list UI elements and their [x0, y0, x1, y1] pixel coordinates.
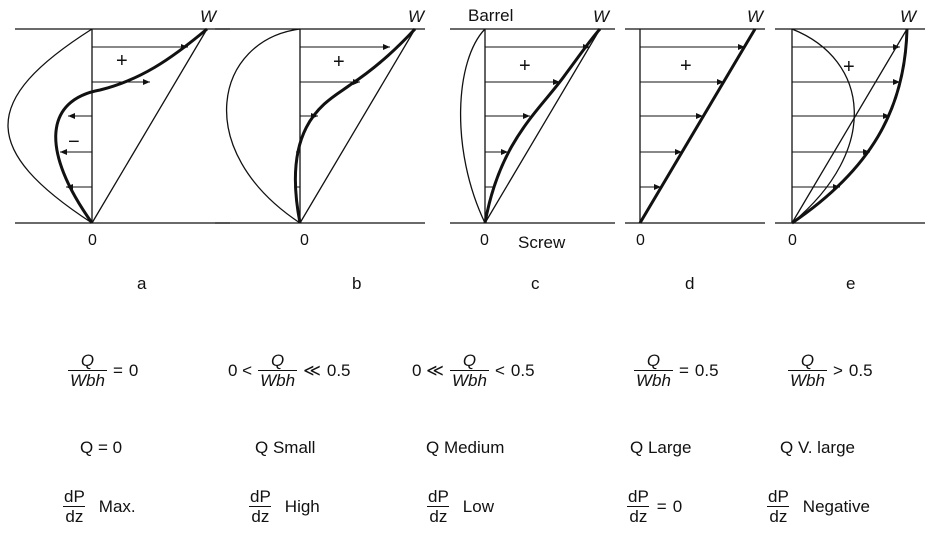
plus-sign-d: + [680, 55, 692, 77]
ratio-op-e: > [832, 360, 843, 380]
ratio-expression-b: 0 < Q Wbh ≪ 0.5 [228, 352, 351, 390]
q-over-wbh-a: Q Wbh [68, 351, 107, 390]
dp-over-dz-d: dP dz [627, 487, 650, 526]
dpdz-descriptor-e: dP dz Negative [766, 488, 870, 526]
ratio-rhs-e: 0.5 [848, 360, 873, 380]
w-label-b: W [408, 7, 426, 26]
screw-label: Screw [518, 233, 566, 252]
ratio-op-c: < [494, 360, 505, 380]
dp-over-dz-b: dP dz [249, 487, 272, 526]
ratio-lhs-c: 0 ≪ [412, 360, 444, 380]
zero-label-c: 0 [480, 232, 489, 249]
panel-letter-b: b [352, 274, 361, 293]
velocity-arrows-c [485, 46, 590, 188]
plus-sign-a: + [116, 50, 128, 72]
panel-letter-a: a [137, 274, 147, 293]
q-descriptor-b: Q Small [255, 438, 316, 457]
ratio-rhs-a: 0 [128, 360, 139, 380]
zero-label-e: 0 [788, 232, 797, 249]
q-descriptor-a: Q = 0 [80, 438, 123, 457]
w-label-c: W [593, 7, 611, 26]
dpdz-descriptor-c: dP dz Low [426, 488, 494, 526]
drag-flow-line-c [484, 28, 601, 224]
dp-over-dz-a: dP dz [63, 487, 86, 526]
dpdz-descriptor-b: dP dz High [248, 488, 320, 526]
pressure-flow-curve-e [791, 28, 855, 224]
velocity-curve-c [483, 27, 602, 224]
drag-flow-line-b [299, 28, 416, 224]
ratio-op-d: = [678, 360, 689, 380]
dpdz-text-a: Max. [98, 496, 136, 516]
ratio-op-a: = [112, 360, 123, 380]
barrel-label: Barrel [468, 6, 513, 25]
zero-label-b: 0 [300, 232, 309, 249]
q-over-wbh-c: Q Wbh [449, 351, 489, 390]
pressure-flow-curve-c [459, 28, 486, 224]
ratio-rhs-c: 0.5 [510, 360, 535, 380]
ratio-rhs-d: 0.5 [694, 360, 719, 380]
ratio-rhs-b: 0.5 [326, 360, 351, 380]
panel-letter-c: c [531, 274, 540, 293]
q-over-wbh-b: Q Wbh [258, 351, 298, 390]
drag-flow-line-e [791, 28, 908, 224]
dpdz-text-e: Negative [802, 496, 870, 516]
pressure-flow-curve-b [225, 28, 301, 224]
drag-flow-line-a [91, 28, 208, 224]
q-over-wbh-d: Q Wbh [634, 351, 673, 390]
velocity-arrows-a [60, 46, 188, 188]
velocity-arrows-d [640, 46, 745, 188]
arrowheads [60, 44, 900, 190]
ratio-expression-a: Q Wbh = 0 [62, 352, 138, 390]
minus-sign-a: − [68, 131, 80, 153]
dpdz-descriptor-d: dP dz = 0 [626, 488, 682, 526]
dp-over-dz-c: dP dz [427, 487, 450, 526]
velocity-arrows-b [294, 46, 390, 188]
plus-sign-c: + [519, 55, 531, 77]
dpdz-text-c: Low [462, 496, 494, 516]
ratio-expression-c: 0 ≪ Q Wbh < 0.5 [412, 352, 535, 390]
dpdz-text-d: 0 [672, 496, 683, 516]
plus-sign-b: + [333, 51, 345, 73]
velocity-curve-a [54, 27, 208, 224]
panel-letter-d: d [685, 274, 694, 293]
velocity-curve-b [293, 27, 417, 224]
velocity-curve-e [791, 28, 909, 225]
zero-label-d: 0 [636, 232, 645, 249]
w-label-e: W [900, 7, 918, 26]
dpdz-descriptor-a: dP dz Max. [62, 488, 136, 526]
w-label-a: W [200, 7, 218, 26]
plus-sign-e: + [843, 56, 855, 78]
ratio-expression-d: Q Wbh = 0.5 [628, 352, 719, 390]
ratio-expression-e: Q Wbh > 0.5 [782, 352, 873, 390]
zero-label-a: 0 [88, 232, 97, 249]
panel-letter-e: e [846, 274, 855, 293]
velocity-arrows-e [792, 46, 900, 188]
q-descriptor-d: Q Large [630, 438, 692, 457]
pressure-flow-curve-a [7, 28, 93, 224]
ratio-op-b: ≪ [303, 360, 321, 380]
w-label-d: W [747, 7, 765, 26]
dp-over-dz-e: dP dz [767, 487, 790, 526]
dpdz-text-b: High [284, 496, 320, 516]
ratio-lhs-b: 0 < [228, 360, 253, 380]
dpdz-op-d: = [656, 496, 667, 516]
q-over-wbh-e: Q Wbh [788, 351, 827, 390]
q-descriptor-e: Q V. large [780, 438, 855, 457]
q-descriptor-c: Q Medium [426, 438, 505, 457]
velocity-line-d [638, 28, 757, 224]
